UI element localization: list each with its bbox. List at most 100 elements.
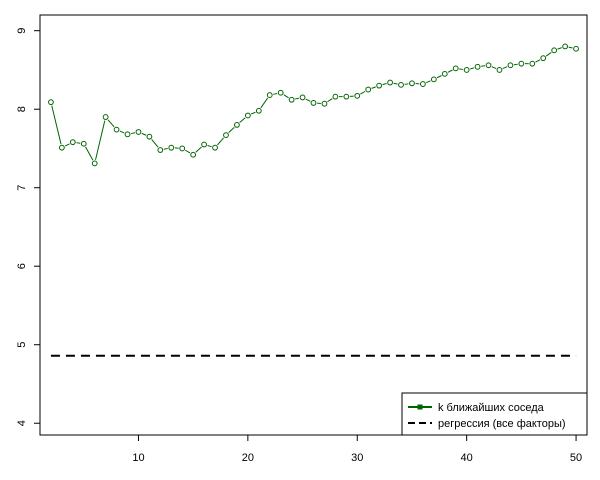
series-segment [273,92,278,95]
series-segment [469,67,475,70]
series-segment [557,47,562,50]
data-point [452,65,459,72]
series-segment [195,146,202,153]
series-segment [185,149,191,154]
series-segment [64,143,70,147]
data-point [398,81,404,88]
data-point [573,45,579,52]
x-tick-label: 20 [242,452,254,464]
data-point [69,139,76,146]
series-segment [151,139,159,148]
data-point [146,133,153,140]
series-segment [327,98,333,103]
legend-label: регрессия (все факторы) [438,418,566,430]
series-segment [239,117,246,123]
data-point [474,63,481,70]
data-point [234,122,240,128]
series-segment [260,97,269,109]
series-segment [502,66,508,69]
series-segment [360,90,366,95]
data-point [91,160,98,167]
series-segment [95,120,106,160]
data-point [179,145,186,152]
data-point [168,144,175,151]
series-segment [491,66,497,69]
series-segment [51,105,62,145]
series-layer [48,43,579,357]
data-point [58,144,65,151]
y-tick-label: 8 [16,106,28,112]
data-point [80,140,87,147]
data-point [310,100,317,106]
x-tick-label: 10 [132,452,144,464]
y-tick-label: 7 [16,185,28,191]
series-segment [382,83,387,86]
data-point [365,86,372,93]
data-point [48,99,54,106]
data-point [409,80,415,87]
series-segment [130,132,136,135]
data-point [529,60,536,67]
series-segment [535,59,541,63]
data-point [518,60,525,67]
data-point [430,76,437,83]
series-segment [228,126,235,134]
y-tick-label: 6 [16,263,28,269]
data-point [113,126,120,133]
data-point [102,114,109,120]
data-point [376,82,383,89]
x-tick-label: 50 [570,452,582,464]
legend-box [401,392,588,436]
data-point [496,67,503,73]
data-point [387,79,393,86]
data-point [463,67,470,73]
series-segment [207,145,212,148]
data-point [343,93,350,100]
data-point [485,62,492,69]
series-segment [85,146,94,161]
x-axis: 10 20 30 40 50 [132,435,582,464]
series-0 [48,43,579,167]
series-segment [76,142,81,144]
data-point [201,141,208,148]
y-tick-label: 9 [16,28,28,34]
series-segment [481,65,486,67]
data-point [420,81,426,87]
legend-swatch-marker [417,404,423,410]
data-point [223,132,229,139]
data-point [157,147,164,153]
data-point [288,96,295,103]
data-point [135,129,142,135]
series-segment [163,147,168,150]
y-tick-label: 5 [16,342,28,348]
data-point [562,43,569,50]
data-point [441,70,448,77]
series-segment [141,132,147,136]
series-segment [404,83,409,85]
series-segment [305,98,311,102]
y-tick-label: 4 [16,420,28,426]
series-segment [393,82,398,85]
x-tick-label: 40 [461,452,473,464]
data-point [255,107,262,114]
legend-label: k ближайших соседа [438,402,545,414]
series-segment [513,63,518,66]
data-point [212,144,218,151]
series-segment [119,130,125,134]
data-point [321,100,328,107]
plot-frame [39,14,588,436]
data-point [124,131,131,138]
series-segment [568,46,573,49]
data-point [332,93,339,100]
x-tick-label: 30 [351,452,363,464]
series-segment [283,94,289,99]
series-segment [250,111,256,115]
series-segment [107,119,115,128]
series-segment [447,69,453,73]
data-point [190,151,197,158]
series-segment [545,52,552,57]
legend: k ближайших соседа регрессия (все факторы… [401,392,588,436]
data-point [354,92,361,99]
data-point [299,94,306,101]
